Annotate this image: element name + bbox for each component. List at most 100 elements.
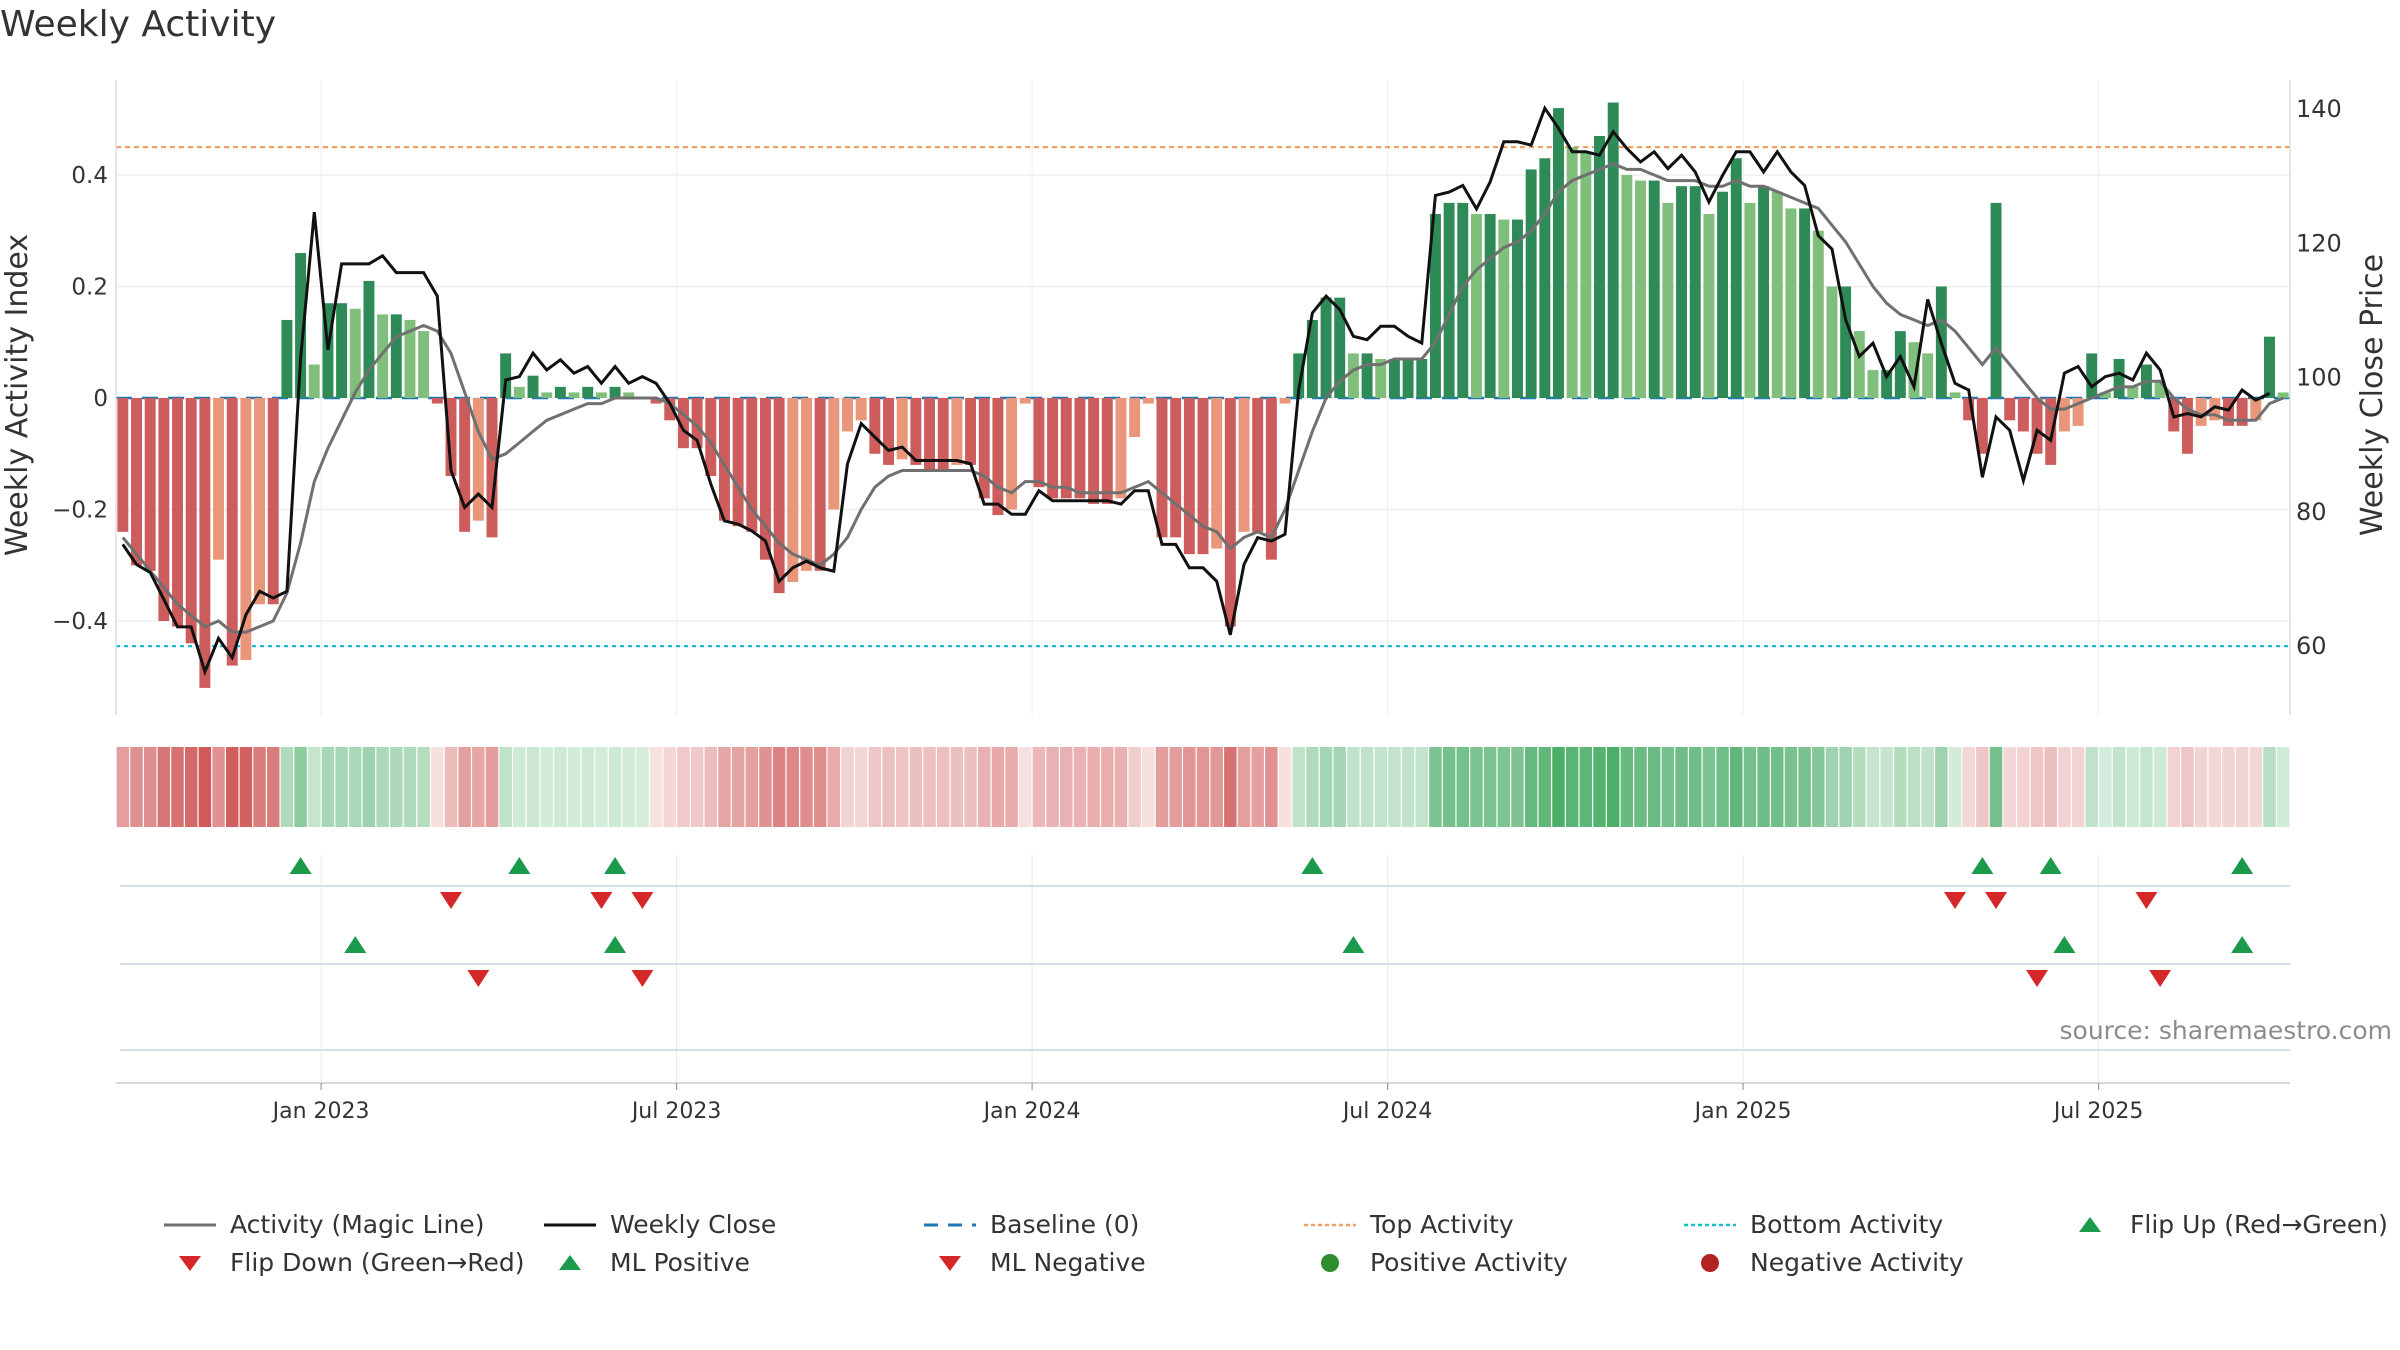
heat-cell: [472, 747, 485, 827]
activity-bar: [1758, 186, 1770, 398]
legend-symbol-circle: [1701, 1253, 1719, 1272]
heat-cell: [1798, 747, 1811, 827]
heat-cell: [786, 747, 800, 827]
heat-cell: [964, 747, 977, 827]
heat-cell: [1442, 747, 1456, 827]
activity-bar: [2058, 398, 2070, 432]
heat-cell: [2044, 747, 2057, 827]
heat-strip: [116, 747, 2290, 827]
activity-bar: [1293, 353, 1305, 398]
activity-bar: [1142, 398, 1154, 404]
legend-item: Top Activity: [1300, 1210, 1514, 1239]
heat-cell: [225, 747, 239, 827]
activity-bar: [1635, 180, 1647, 398]
heat-cell: [171, 747, 184, 827]
heat-cell: [2263, 747, 2276, 827]
heat-cell: [1839, 747, 1852, 827]
heat-cell: [1538, 747, 1552, 827]
legend-symbol-circle: [1321, 1253, 1339, 1272]
activity-bar: [1553, 108, 1564, 398]
activity-bar: [254, 398, 266, 605]
heat-cell: [1962, 747, 1975, 827]
activity-bar: [1976, 398, 1988, 454]
activity-bar: [2223, 398, 2234, 426]
activity-bar: [1252, 398, 1264, 532]
activity-bar: [2017, 398, 2029, 432]
activity-bar: [1033, 398, 1045, 488]
activity-bar: [2099, 392, 2111, 398]
activity-bar: [1922, 353, 1934, 398]
ml-positive-marker: [1342, 936, 1365, 953]
heat-cell: [1388, 747, 1401, 827]
activity-bar: [677, 398, 689, 449]
activity-bar: [144, 398, 156, 571]
ml-positive-marker: [344, 936, 367, 953]
activity-bar: [185, 398, 197, 644]
activity-bar: [595, 392, 607, 398]
heat-cell: [1880, 747, 1893, 827]
activity-bar: [363, 280, 375, 398]
activity-bar: [1197, 398, 1209, 555]
heat-cell: [2140, 747, 2153, 827]
heat-cell: [2085, 747, 2098, 827]
heat-cell: [321, 747, 335, 827]
legend-item: ML Negative: [920, 1248, 1146, 1277]
activity-bar: [691, 398, 703, 449]
activity-bar: [1990, 202, 2002, 398]
heat-cell: [1866, 747, 1880, 827]
heat-cell: [977, 747, 991, 827]
activity-bar: [459, 398, 471, 532]
legend-label: Positive Activity: [1370, 1248, 1568, 1277]
left-tick-label: 0.2: [71, 275, 108, 301]
activity-bar: [404, 319, 416, 398]
legend-label: ML Negative: [990, 1248, 1146, 1277]
legend-item: Positive Activity: [1300, 1248, 1568, 1277]
heat-cell: [595, 747, 608, 827]
legend-symbol-dot: [1684, 1223, 1736, 1226]
heat-cell: [116, 747, 130, 827]
activity-bar: [1881, 370, 1893, 398]
y-axis-label-left: Weekly Activity Index: [0, 234, 35, 556]
activity-bar: [213, 398, 225, 560]
legend-item: Flip Down (Green→Red): [160, 1248, 525, 1277]
activity-bar: [513, 386, 525, 398]
legend-label: Top Activity: [1370, 1210, 1514, 1239]
heat-cell: [376, 747, 389, 827]
right-tick-label: 100: [2296, 364, 2342, 392]
legend-label: Baseline (0): [990, 1210, 1140, 1239]
activity-bar: [787, 398, 799, 582]
ml-positive-marker: [2231, 936, 2254, 953]
heat-cell: [827, 747, 841, 827]
heat-cell: [1374, 747, 1387, 827]
heat-cell: [1087, 747, 1100, 827]
heat-cell: [184, 747, 198, 827]
activity-bar: [2113, 358, 2125, 398]
heat-cell: [485, 747, 499, 827]
lines-layer: [121, 104, 2284, 677]
ml-positive-marker: [604, 936, 627, 953]
activity-bar: [1361, 353, 1373, 398]
heat-cell: [1579, 747, 1593, 827]
heat-cell: [1812, 747, 1825, 827]
heat-cell: [1771, 747, 1784, 827]
activity-bar: [1238, 398, 1250, 532]
ml-negative-marker: [631, 970, 654, 987]
heat-cell: [294, 747, 307, 827]
activity-bar: [1908, 342, 1920, 398]
heat-cell: [800, 747, 813, 827]
heat-cell: [1456, 747, 1470, 827]
heat-cell: [868, 747, 882, 827]
activity-bar: [1867, 370, 1879, 398]
activity-bar: [568, 392, 580, 398]
heat-cell: [1251, 747, 1264, 827]
activity-bar: [1211, 398, 1223, 549]
heat-cell: [1196, 747, 1210, 827]
heat-cell: [567, 747, 581, 827]
flip-up-marker: [508, 857, 531, 874]
heat-cell: [1046, 747, 1059, 827]
heat-cell: [1183, 747, 1196, 827]
legend-item: Activity (Magic Line): [160, 1210, 484, 1239]
activity-bar: [2277, 392, 2289, 398]
activity-bar: [842, 398, 853, 432]
activity-bar: [2031, 398, 2043, 454]
